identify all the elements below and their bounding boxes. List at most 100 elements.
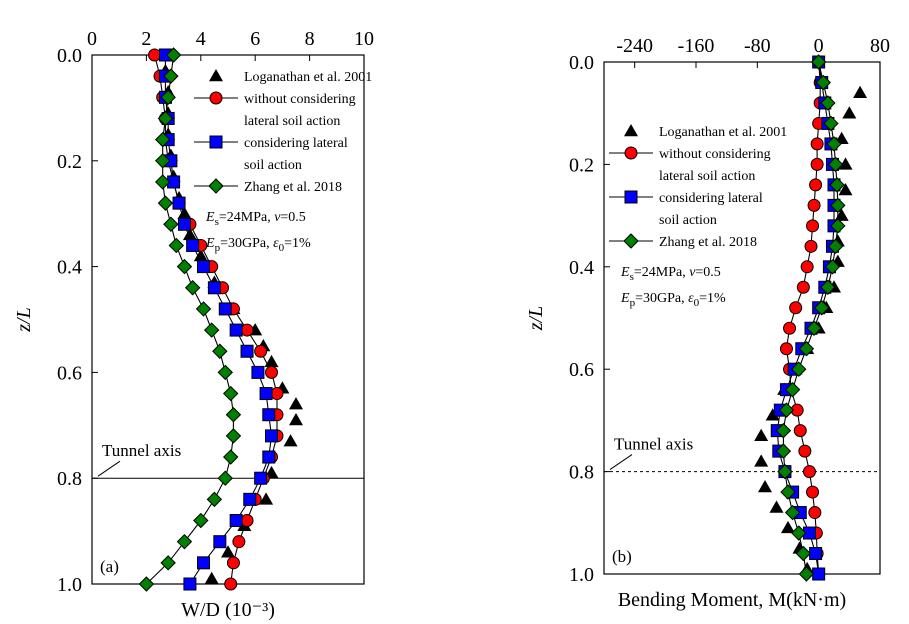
data-point bbox=[160, 89, 176, 106]
param-val: =24MPa, bbox=[219, 210, 274, 225]
data-point bbox=[810, 54, 827, 70]
data-point bbox=[262, 408, 276, 422]
data-point bbox=[798, 341, 815, 357]
plot-frame bbox=[91, 54, 365, 585]
param-val: =24MPa, bbox=[634, 265, 689, 280]
tunnel-axis-label: Tunnel axis bbox=[102, 441, 181, 460]
data-point bbox=[783, 321, 797, 335]
legend-label: soil action bbox=[659, 213, 717, 228]
x-tick-label: -240 bbox=[616, 35, 653, 57]
data-point bbox=[259, 492, 274, 505]
data-point bbox=[781, 520, 795, 534]
y-tick-label: 0.6 bbox=[57, 362, 82, 384]
data-point bbox=[225, 407, 242, 423]
legend-marker bbox=[624, 190, 638, 204]
data-point bbox=[824, 259, 841, 275]
series-1 bbox=[779, 55, 827, 581]
data-point bbox=[758, 479, 772, 493]
legend: Loganathan et al. 2001 without considerin… bbox=[609, 124, 787, 250]
param-sub: 0 bbox=[279, 242, 285, 254]
data-point bbox=[197, 556, 211, 570]
param-e: E bbox=[620, 291, 630, 306]
data-point bbox=[155, 131, 171, 148]
x-tick-label: 8 bbox=[305, 28, 315, 50]
data-point bbox=[806, 219, 820, 233]
data-point bbox=[806, 485, 820, 499]
data-point bbox=[779, 342, 793, 356]
data-point bbox=[838, 183, 853, 196]
data-point bbox=[775, 443, 792, 459]
param-val: =1% bbox=[284, 236, 311, 251]
y-tick-label: 1.0 bbox=[57, 574, 82, 596]
data-point bbox=[195, 301, 212, 317]
data-point bbox=[830, 218, 846, 234]
data-point bbox=[810, 157, 824, 171]
param-val: =1% bbox=[699, 291, 726, 306]
data-point bbox=[777, 463, 793, 480]
panel-label: (a) bbox=[100, 557, 119, 576]
legend-marker bbox=[623, 233, 639, 249]
legend-label: Loganathan et al. 2001 bbox=[659, 125, 787, 140]
legend-label: considering lateral bbox=[659, 191, 763, 206]
data-point bbox=[827, 156, 844, 173]
param-eps: ε bbox=[273, 236, 279, 251]
data-point bbox=[754, 454, 769, 467]
data-point bbox=[791, 525, 807, 541]
data-point bbox=[804, 239, 818, 253]
param-sub: s bbox=[630, 271, 634, 283]
data-point bbox=[815, 74, 831, 91]
param-text-2: Ep=30GPa, ε0=1% bbox=[205, 236, 311, 254]
data-point bbox=[807, 198, 821, 212]
data-point bbox=[820, 95, 836, 111]
param-text-1: Es=24MPa, v=0.5 bbox=[620, 265, 721, 283]
y-tick-label: 0.8 bbox=[57, 468, 82, 490]
data-point bbox=[789, 301, 803, 315]
param-sub: p bbox=[630, 297, 636, 309]
data-point bbox=[157, 195, 174, 211]
param-val: =30GPa, bbox=[635, 291, 688, 306]
series-2 bbox=[158, 48, 279, 591]
data-point bbox=[259, 387, 273, 401]
data-point bbox=[289, 413, 303, 426]
y-tick-label: 0.2 bbox=[569, 154, 594, 176]
data-point bbox=[240, 323, 254, 337]
param-nu: v bbox=[274, 210, 281, 225]
data-point bbox=[163, 216, 179, 232]
data-point bbox=[778, 402, 795, 418]
data-point bbox=[193, 512, 209, 529]
data-point bbox=[265, 429, 279, 443]
data-point bbox=[204, 571, 219, 584]
data-point bbox=[810, 137, 824, 151]
data-point bbox=[225, 428, 242, 444]
data-point bbox=[182, 227, 197, 241]
data-point bbox=[217, 364, 233, 381]
data-point bbox=[226, 556, 240, 570]
data-point bbox=[798, 444, 812, 458]
data-point bbox=[223, 449, 239, 465]
data-point bbox=[207, 281, 221, 295]
legend-label: lateral soil action bbox=[659, 169, 755, 184]
data-point bbox=[218, 302, 232, 316]
data-point bbox=[829, 177, 845, 193]
data-point bbox=[155, 153, 171, 169]
data-point bbox=[780, 484, 796, 500]
data-point bbox=[254, 471, 268, 485]
data-point bbox=[163, 68, 179, 84]
y-tick-label: 0.8 bbox=[569, 462, 594, 484]
data-point bbox=[138, 576, 155, 592]
data-point bbox=[800, 260, 814, 274]
data-point bbox=[754, 428, 769, 442]
param-e: E bbox=[620, 265, 630, 280]
data-point bbox=[784, 504, 801, 521]
y-tick-label: 0.0 bbox=[57, 45, 82, 67]
data-point bbox=[229, 323, 243, 337]
data-point bbox=[224, 577, 238, 591]
y-tick-label: 0.4 bbox=[569, 257, 594, 279]
data-point bbox=[842, 106, 857, 119]
y-tick-label: 0.2 bbox=[57, 151, 82, 173]
legend-label: lateral soil action bbox=[244, 114, 340, 129]
data-point bbox=[221, 545, 235, 558]
data-point bbox=[212, 343, 228, 359]
x-axis-label: Bending Moment, M(kN·m) bbox=[618, 589, 846, 611]
